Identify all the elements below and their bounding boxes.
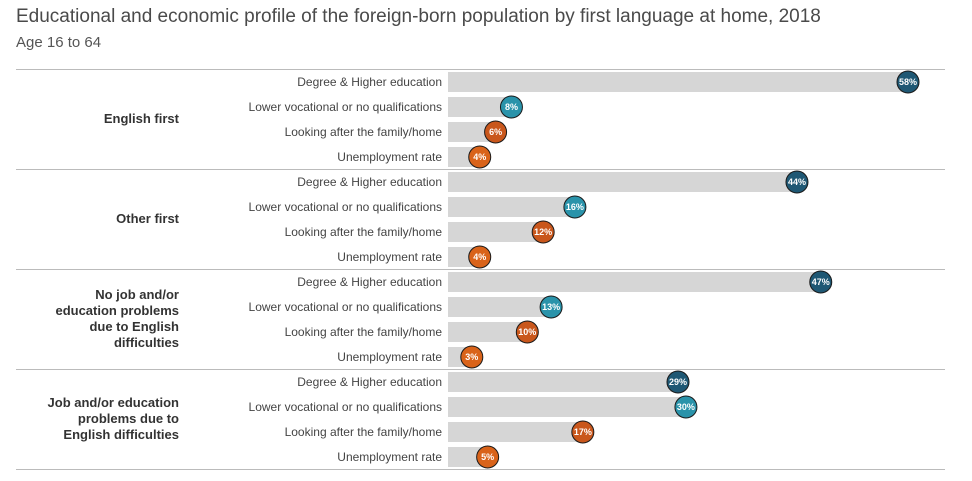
value-dot [571,420,595,444]
row-label: Looking after the family/home [285,225,443,239]
row-label: Lower vocational or no qualifications [249,100,442,114]
value-bar [448,197,575,217]
value-label: 47% [812,277,830,287]
row-label: Degree & Higher education [297,75,442,89]
row-label: Lower vocational or no qualifications [249,200,442,214]
value-dot [785,170,809,194]
value-bar [448,97,512,117]
group-label: problems due to [78,411,179,426]
value-dot [484,120,508,144]
value-bar [448,422,583,442]
value-label: 4% [473,252,486,262]
value-bar [448,272,821,292]
row-label: Lower vocational or no qualifications [249,300,442,314]
value-dot [468,145,492,169]
value-dot [468,245,492,269]
chart-subtitle: Age 16 to 64 [16,34,102,51]
value-dot [531,220,555,244]
value-label: 8% [505,102,518,112]
value-bar [448,222,544,242]
value-label: 44% [788,177,806,187]
row-label: Unemployment rate [337,250,442,264]
value-dot [460,345,484,369]
value-bar [448,372,678,392]
value-label: 6% [489,127,502,137]
value-dot [896,70,920,94]
row-label: Degree & Higher education [297,275,442,289]
group-label: Job and/or education [48,395,180,410]
value-label: 10% [518,327,536,337]
value-dot [563,195,587,219]
value-label: 30% [677,402,695,412]
value-bar [448,172,797,192]
value-dot [515,320,539,344]
value-label: 12% [534,227,552,237]
value-label: 29% [669,377,687,387]
group-label: English first [104,111,180,126]
row-label: Degree & Higher education [297,375,442,389]
group-label: Other first [116,211,180,226]
value-dot [809,270,833,294]
row-label: Degree & Higher education [297,175,442,189]
value-dot [674,395,698,419]
value-label: 4% [473,152,486,162]
chart-title: Educational and economic profile of the … [16,6,821,27]
row-label: Lower vocational or no qualifications [249,400,442,414]
value-label: 13% [542,302,560,312]
row-label: Looking after the family/home [285,425,443,439]
group-label: difficulties [114,335,179,350]
row-label: Looking after the family/home [285,125,443,139]
group-label: education problems [55,303,179,318]
row-label: Unemployment rate [337,350,442,364]
value-label: 16% [566,202,584,212]
value-dot [499,95,523,119]
value-dot [476,445,500,469]
value-bar [448,322,528,342]
group-label: No job and/or [95,287,179,302]
value-label: 3% [465,352,478,362]
value-label: 58% [899,77,917,87]
value-label: 5% [481,452,494,462]
value-dot [539,295,563,319]
row-label: Looking after the family/home [285,325,443,339]
value-dot [666,370,690,394]
value-label: 17% [574,427,592,437]
value-bar [448,397,686,417]
row-label: Unemployment rate [337,150,442,164]
row-label: Unemployment rate [337,450,442,464]
group-label: English difficulties [63,427,179,442]
value-bar [448,122,496,142]
group-label: due to English [89,319,179,334]
value-bar [448,297,552,317]
value-bar [448,72,908,92]
